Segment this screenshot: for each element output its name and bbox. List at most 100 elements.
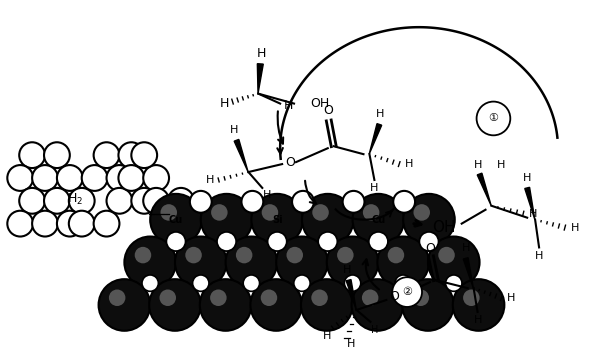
Circle shape xyxy=(94,142,119,168)
Circle shape xyxy=(453,279,504,331)
Circle shape xyxy=(210,289,227,306)
Circle shape xyxy=(312,204,329,221)
Circle shape xyxy=(19,188,45,214)
Circle shape xyxy=(19,142,45,168)
Circle shape xyxy=(395,275,411,291)
Polygon shape xyxy=(463,258,473,288)
Circle shape xyxy=(261,204,278,221)
Text: H: H xyxy=(529,209,537,219)
Circle shape xyxy=(44,188,70,214)
Circle shape xyxy=(124,237,176,288)
Text: Si: Si xyxy=(272,215,282,225)
Circle shape xyxy=(392,277,422,307)
Circle shape xyxy=(387,247,404,263)
Text: H: H xyxy=(473,315,482,325)
Circle shape xyxy=(7,165,33,191)
Circle shape xyxy=(57,165,83,191)
Circle shape xyxy=(311,289,328,306)
Circle shape xyxy=(135,247,151,263)
Circle shape xyxy=(7,211,33,237)
Text: H: H xyxy=(535,251,543,262)
Circle shape xyxy=(150,194,202,245)
Circle shape xyxy=(377,237,429,288)
Text: H: H xyxy=(497,160,506,170)
Circle shape xyxy=(251,194,303,245)
Circle shape xyxy=(32,211,58,237)
Circle shape xyxy=(292,191,314,213)
Text: O: O xyxy=(285,156,295,169)
Polygon shape xyxy=(525,187,535,220)
Circle shape xyxy=(161,204,177,221)
Circle shape xyxy=(149,279,201,331)
Text: Cu: Cu xyxy=(169,215,183,225)
Text: H$_2$: H$_2$ xyxy=(67,192,83,207)
Text: H: H xyxy=(257,48,266,61)
Text: H: H xyxy=(220,97,229,110)
Circle shape xyxy=(118,142,144,168)
Circle shape xyxy=(402,279,454,331)
Circle shape xyxy=(276,237,328,288)
Text: H: H xyxy=(263,190,272,200)
Circle shape xyxy=(193,275,209,291)
Circle shape xyxy=(267,232,287,251)
Circle shape xyxy=(131,142,157,168)
Text: H: H xyxy=(376,109,384,119)
Text: H: H xyxy=(370,183,378,193)
Circle shape xyxy=(393,191,415,213)
Circle shape xyxy=(109,289,125,306)
Text: O: O xyxy=(425,242,435,255)
Circle shape xyxy=(94,211,119,237)
Circle shape xyxy=(302,194,353,245)
Text: H: H xyxy=(507,293,515,303)
Text: H: H xyxy=(346,339,355,349)
Text: H: H xyxy=(343,265,351,275)
Circle shape xyxy=(318,232,337,251)
Circle shape xyxy=(428,237,479,288)
Circle shape xyxy=(287,247,303,263)
Circle shape xyxy=(142,275,158,291)
Circle shape xyxy=(168,188,194,214)
Text: H: H xyxy=(284,99,293,112)
Circle shape xyxy=(118,165,144,191)
Circle shape xyxy=(57,211,83,237)
Circle shape xyxy=(82,165,107,191)
Circle shape xyxy=(44,142,70,168)
Circle shape xyxy=(344,275,361,291)
Circle shape xyxy=(143,188,169,214)
Circle shape xyxy=(362,289,378,306)
Text: H: H xyxy=(322,331,331,341)
Circle shape xyxy=(413,289,429,306)
Circle shape xyxy=(241,191,263,213)
Circle shape xyxy=(403,194,455,245)
Circle shape xyxy=(69,188,94,214)
Circle shape xyxy=(476,102,510,135)
Text: H: H xyxy=(571,222,579,233)
Circle shape xyxy=(352,279,403,331)
Circle shape xyxy=(143,165,169,191)
Circle shape xyxy=(190,191,212,213)
Circle shape xyxy=(175,237,227,288)
Circle shape xyxy=(236,247,253,263)
Text: H: H xyxy=(371,325,378,335)
Text: H: H xyxy=(473,160,482,170)
Circle shape xyxy=(226,237,277,288)
Text: ①: ① xyxy=(488,113,498,124)
Circle shape xyxy=(294,275,310,291)
Circle shape xyxy=(200,279,251,331)
Circle shape xyxy=(327,237,378,288)
Circle shape xyxy=(445,275,462,291)
Circle shape xyxy=(69,211,94,237)
Circle shape xyxy=(369,232,388,251)
Circle shape xyxy=(337,247,353,263)
Text: H: H xyxy=(461,244,470,253)
Text: O: O xyxy=(323,104,333,117)
Polygon shape xyxy=(477,173,491,206)
Circle shape xyxy=(201,194,253,245)
Circle shape xyxy=(211,204,227,221)
Circle shape xyxy=(217,232,236,251)
Circle shape xyxy=(159,289,176,306)
Polygon shape xyxy=(346,279,356,310)
Circle shape xyxy=(106,165,133,191)
Text: OH: OH xyxy=(432,220,456,235)
Circle shape xyxy=(419,232,439,251)
